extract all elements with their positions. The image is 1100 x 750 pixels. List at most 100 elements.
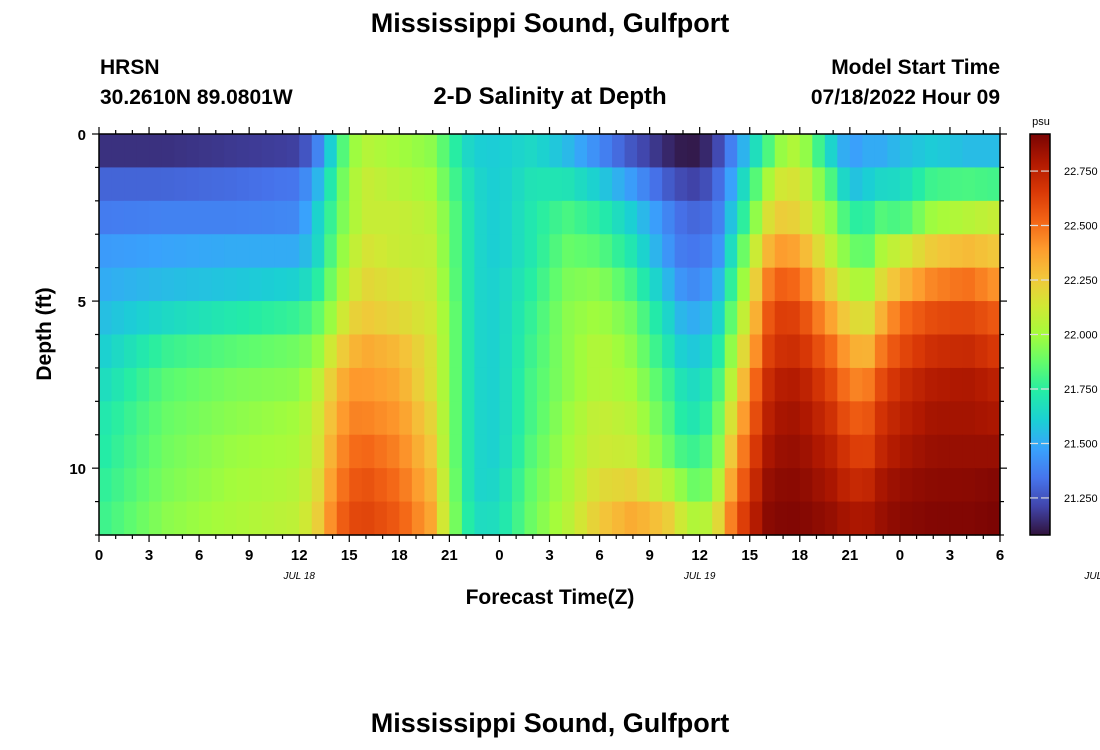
- heatmap-cell: [324, 234, 338, 269]
- heatmap-cell: [549, 501, 563, 536]
- heatmap-cell: [249, 434, 263, 469]
- heatmap-cell: [99, 134, 113, 169]
- heatmap-cell: [799, 367, 813, 402]
- y-axis: 0 5 10: [69, 127, 1007, 536]
- heatmap-cell: [149, 234, 163, 269]
- heatmap-cell: [236, 468, 250, 503]
- heatmap-cell: [161, 334, 175, 369]
- heatmap-cell: [724, 167, 738, 202]
- heatmap-cell: [374, 434, 388, 469]
- heatmap-cell: [249, 267, 263, 302]
- heatmap-cell: [812, 367, 826, 402]
- heatmap-cell: [824, 401, 838, 436]
- heatmap-cell: [549, 367, 563, 402]
- heatmap-cell: [787, 134, 801, 169]
- heatmap-cell: [562, 401, 576, 436]
- heatmap-cell: [161, 367, 175, 402]
- heatmap-cell: [349, 367, 363, 402]
- heatmap-cell: [186, 134, 200, 169]
- heatmap-cell: [712, 401, 726, 436]
- heatmap-cell: [662, 267, 676, 302]
- heatmap-cell: [99, 234, 113, 269]
- heatmap-cell: [349, 468, 363, 503]
- heatmap-cell: [374, 367, 388, 402]
- heatmap-cell: [349, 434, 363, 469]
- heatmap-cell: [737, 367, 751, 402]
- heatmap-cell: [699, 167, 713, 202]
- heatmap-cell: [324, 367, 338, 402]
- heatmap-cell: [724, 468, 738, 503]
- colorbar-tick-label: 21.750: [1064, 384, 1098, 396]
- heatmap-cell: [974, 167, 989, 202]
- heatmap-cell: [774, 401, 788, 436]
- heatmap-cell: [161, 468, 175, 503]
- heatmap-cell: [787, 267, 801, 302]
- heatmap-cell: [974, 367, 989, 402]
- heatmap-cell: [949, 267, 964, 302]
- heatmap-cell: [599, 267, 613, 302]
- heatmap-cell: [424, 434, 438, 469]
- heatmap-cell: [924, 134, 939, 169]
- heatmap-cell: [787, 200, 801, 235]
- heatmap-cell: [987, 501, 1001, 536]
- heatmap-cell: [912, 401, 926, 436]
- heatmap-cell: [324, 200, 338, 235]
- heatmap-cell: [136, 267, 150, 302]
- heatmap-cell: [624, 200, 638, 235]
- heatmap-cell: [899, 267, 913, 302]
- heatmap-cell: [399, 367, 413, 402]
- heatmap-cell: [124, 134, 138, 169]
- heatmap-cell: [774, 234, 788, 269]
- colorbar: psu 22.750 22.500 22.250 22.000 21.750 21.500…: [1029, 116, 1098, 536]
- heatmap-cell: [637, 367, 651, 402]
- heatmap-cell: [799, 334, 813, 369]
- heatmap-cell: [887, 367, 901, 402]
- heatmap-cell: [261, 234, 275, 269]
- heatmap-cell: [274, 334, 288, 369]
- heatmap-cell: [149, 468, 163, 503]
- heatmap-cell: [199, 167, 213, 202]
- heatmap-cell: [124, 334, 138, 369]
- heatmap-cell: [587, 334, 601, 369]
- heatmap-cell: [787, 401, 801, 436]
- heatmap-cell: [987, 468, 1001, 503]
- heatmap-cell: [574, 334, 588, 369]
- heatmap-cell: [774, 200, 788, 235]
- heatmap-cell: [399, 468, 413, 503]
- heatmap-cell: [787, 434, 801, 469]
- heatmap-cell: [186, 200, 200, 235]
- heatmap-cell: [749, 134, 763, 169]
- heatmap-cell: [937, 501, 951, 536]
- heatmap-cell: [924, 401, 939, 436]
- heatmap-cell: [461, 334, 476, 369]
- heatmap-cell: [774, 134, 788, 169]
- heatmap-cell: [174, 234, 188, 269]
- heatmap-cell: [236, 401, 250, 436]
- heatmap-cell: [174, 301, 188, 336]
- heatmap-cell: [124, 401, 138, 436]
- heatmap-cell: [399, 301, 413, 336]
- heatmap-cell: [536, 401, 551, 436]
- heatmap-cell: [612, 200, 626, 235]
- heatmap-cell: [549, 401, 563, 436]
- heatmap-cell: [637, 267, 651, 302]
- heatmap-cell: [587, 134, 601, 169]
- heatmap-cell: [762, 167, 776, 202]
- heatmap-cell: [749, 267, 763, 302]
- heatmap-cell: [987, 334, 1001, 369]
- heatmap-cell: [449, 401, 463, 436]
- heatmap-cell: [562, 301, 576, 336]
- heatmap-cell: [486, 334, 501, 369]
- heatmap-cell: [474, 468, 488, 503]
- colorbar-tick-label: 22.750: [1064, 166, 1098, 178]
- heatmap-cell: [687, 401, 701, 436]
- heatmap-cell: [524, 367, 538, 402]
- heatmap-cell: [111, 434, 125, 469]
- heatmap-cell: [424, 401, 438, 436]
- heatmap-cell: [411, 301, 425, 336]
- heatmap-cell: [211, 434, 225, 469]
- heatmap-cell: [474, 501, 488, 536]
- heatmap-cell: [849, 134, 863, 169]
- heatmap-cell: [924, 468, 939, 503]
- heatmap-cell: [199, 334, 213, 369]
